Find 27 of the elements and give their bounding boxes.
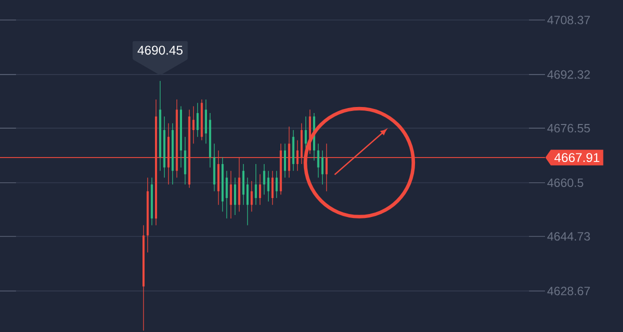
y-tick-label: 4676.55 bbox=[547, 124, 590, 132]
ref-line-label: 4667.91 bbox=[554, 153, 600, 162]
candlestick bbox=[276, 170, 278, 198]
candlestick bbox=[204, 99, 207, 144]
candlestick bbox=[192, 106, 194, 144]
candlestick bbox=[246, 177, 249, 226]
candlestick bbox=[254, 164, 257, 206]
candlestick bbox=[284, 143, 286, 178]
candlestick bbox=[184, 136, 186, 185]
candlestick bbox=[258, 174, 262, 206]
candlestick bbox=[250, 180, 253, 212]
candlestick bbox=[230, 170, 232, 219]
candlestick bbox=[226, 170, 228, 219]
candlestick bbox=[267, 170, 270, 202]
y-tick-label: 4708.37 bbox=[547, 16, 590, 24]
y-tick-label: 4628.67 bbox=[547, 286, 590, 296]
candlestick bbox=[317, 143, 320, 178]
candlestick bbox=[271, 170, 274, 206]
y-tick-label: 4660.5 bbox=[547, 178, 584, 187]
y-tick-label: 4692.32 bbox=[547, 70, 590, 79]
candlestick bbox=[242, 164, 244, 206]
candlestick bbox=[321, 150, 324, 185]
candlestick bbox=[263, 164, 266, 195]
y-tick-label: 4644.73 bbox=[547, 232, 590, 241]
candlestick bbox=[234, 177, 236, 216]
candlestick bbox=[196, 102, 199, 138]
annotation: 4690.45 bbox=[138, 46, 183, 55]
